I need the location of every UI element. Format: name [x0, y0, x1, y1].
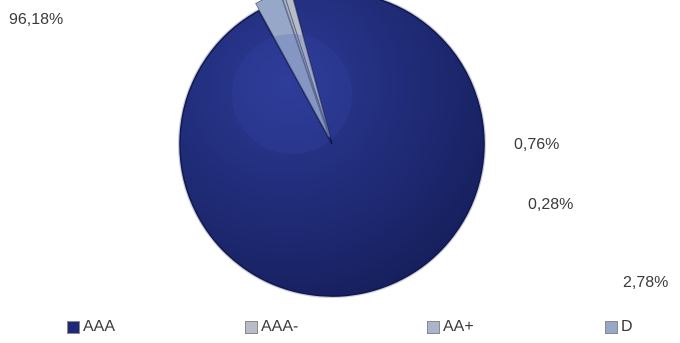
- slice-aaa-minus: [285, 0, 331, 137]
- legend-label-d: D: [621, 318, 633, 335]
- data-label-aaa: 96,18%: [9, 11, 64, 28]
- data-label-aaa-minus: 0,76%: [514, 136, 560, 153]
- legend-swatch-aa-plus: [427, 320, 440, 334]
- legend-swatch-aaa: [67, 320, 80, 334]
- legend-label-aaa: AAA: [83, 318, 116, 335]
- data-label-d: 2,78%: [623, 274, 669, 291]
- legend-label-aaa-minus: AAA-: [261, 318, 299, 335]
- legend-label-aa-plus: AA+: [443, 318, 474, 335]
- legend-swatch-d: [605, 320, 618, 334]
- legend-item-d: D: [605, 318, 633, 336]
- slice-d: [255, 0, 330, 137]
- slice-aaa: [179, 0, 485, 297]
- legend-item-aaa: AAA: [67, 318, 115, 336]
- pie-highlight: [232, 34, 352, 154]
- legend-item-aaa-minus: AAA-: [245, 318, 298, 336]
- data-label-aa-plus: 0,28%: [528, 196, 574, 213]
- chart-legend: AAA AAA- AA+ D: [0, 318, 680, 338]
- legend-item-aa-plus: AA+: [427, 318, 474, 336]
- legend-swatch-aaa-minus: [245, 320, 258, 334]
